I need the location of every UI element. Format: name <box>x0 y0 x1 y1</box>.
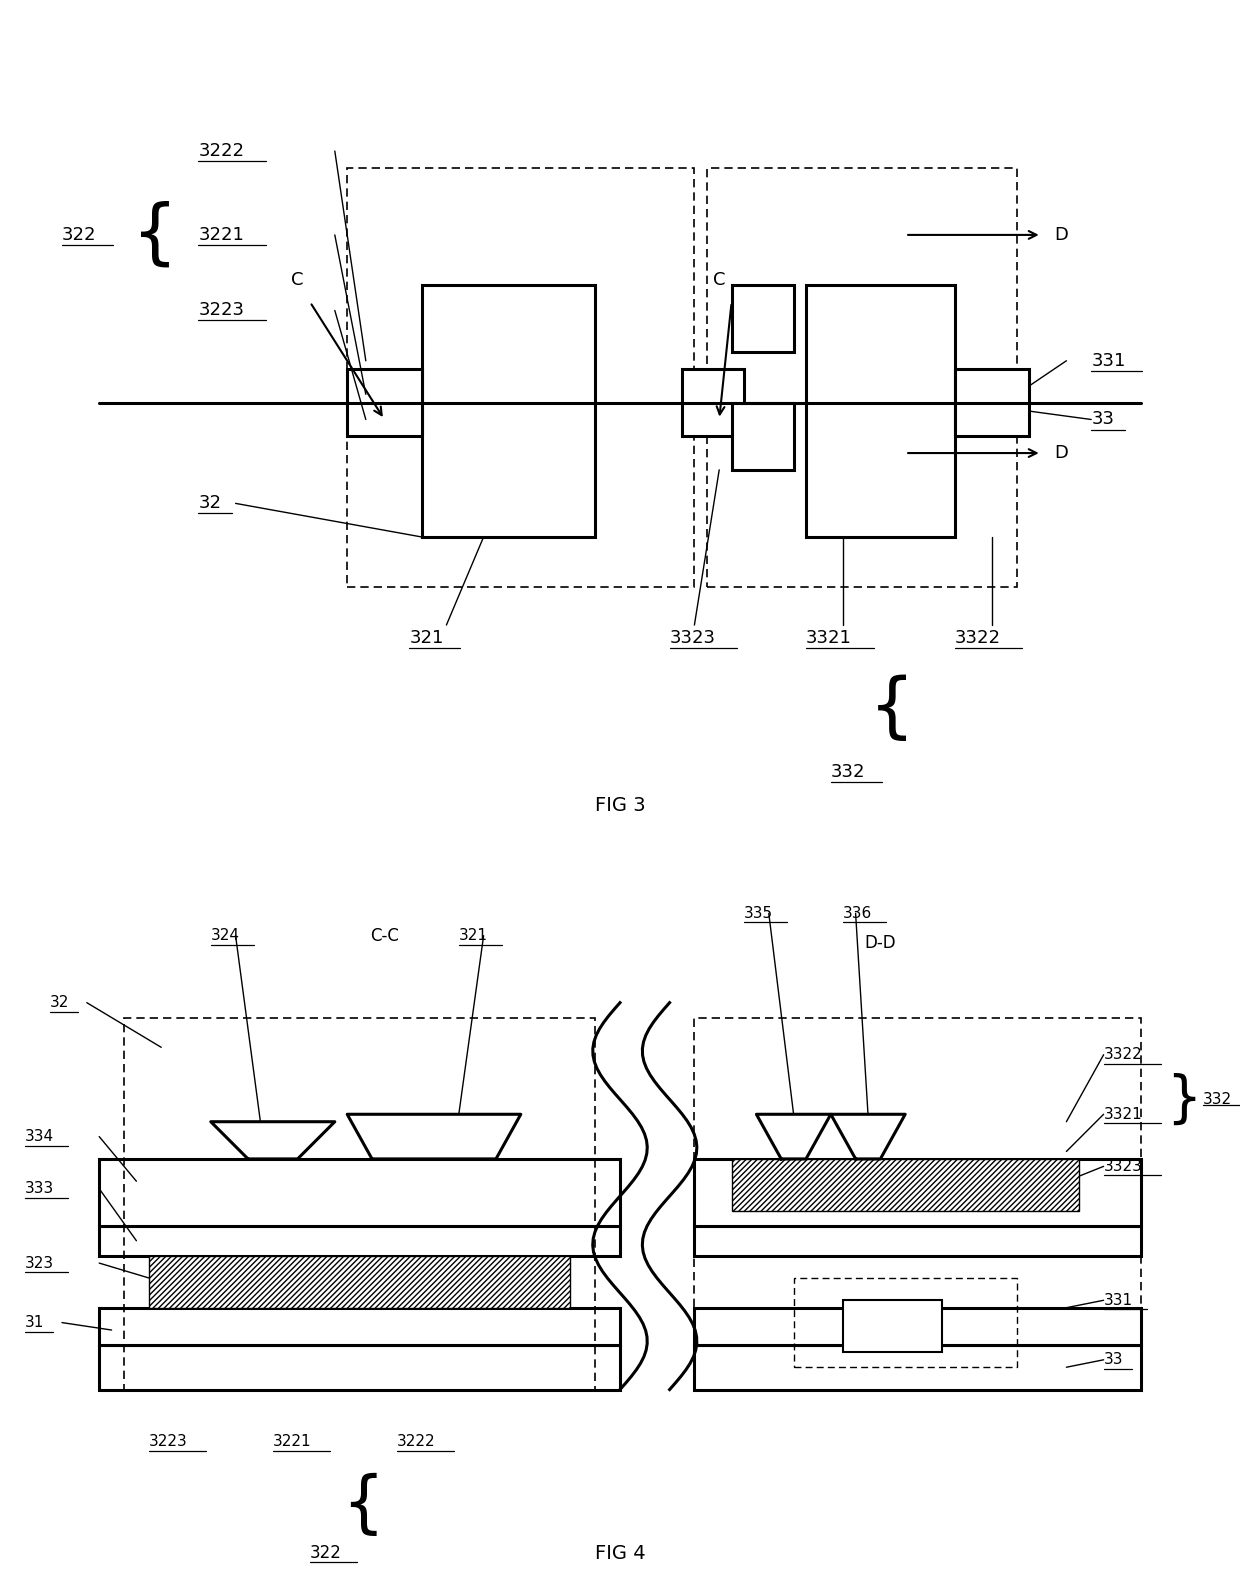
Text: D: D <box>1054 445 1068 462</box>
Text: 3321: 3321 <box>806 628 852 646</box>
Text: 3322: 3322 <box>955 628 1001 646</box>
Text: 323: 323 <box>25 1255 53 1271</box>
Text: C-C: C-C <box>370 926 399 945</box>
Text: }: } <box>852 670 897 739</box>
Bar <box>347 369 422 437</box>
Polygon shape <box>756 1114 831 1159</box>
Bar <box>707 168 1017 587</box>
Polygon shape <box>347 1114 521 1159</box>
Bar <box>347 168 694 587</box>
Bar <box>955 369 1029 437</box>
Text: FIG 4: FIG 4 <box>595 1543 645 1562</box>
Text: 333: 333 <box>25 1181 55 1197</box>
Text: 336: 336 <box>843 905 873 921</box>
Text: 32: 32 <box>198 494 222 513</box>
Text: 31: 31 <box>25 1315 45 1330</box>
Text: 3323: 3323 <box>1104 1159 1142 1175</box>
Bar <box>732 402 794 470</box>
Text: 332: 332 <box>1203 1092 1231 1107</box>
Text: 335: 335 <box>744 905 773 921</box>
Bar <box>99 1225 620 1255</box>
Text: 322: 322 <box>62 226 97 244</box>
Bar <box>124 1018 595 1390</box>
Text: FIG 3: FIG 3 <box>595 796 645 815</box>
Bar <box>694 1225 1141 1255</box>
Polygon shape <box>211 1122 335 1159</box>
Text: 331: 331 <box>1104 1293 1132 1308</box>
Text: 3221: 3221 <box>198 226 244 244</box>
Text: 324: 324 <box>211 928 239 943</box>
Text: 3223: 3223 <box>149 1434 187 1448</box>
Polygon shape <box>831 1114 905 1159</box>
Text: 3222: 3222 <box>397 1434 435 1448</box>
Text: 33: 33 <box>1104 1352 1123 1368</box>
Text: D: D <box>1054 226 1068 244</box>
Bar <box>422 285 595 537</box>
Bar <box>806 285 955 537</box>
Text: D-D: D-D <box>864 934 897 951</box>
Bar <box>732 285 794 353</box>
Text: 332: 332 <box>831 763 866 780</box>
Bar <box>694 1346 1141 1390</box>
Text: 334: 334 <box>25 1129 53 1145</box>
Text: 3222: 3222 <box>198 142 244 160</box>
Bar <box>843 1300 942 1352</box>
Bar <box>794 1277 1017 1368</box>
Bar <box>149 1255 570 1308</box>
Bar <box>682 369 744 437</box>
Text: C: C <box>291 271 304 290</box>
Text: 321: 321 <box>409 628 444 646</box>
Text: 32: 32 <box>50 996 69 1010</box>
Text: {: { <box>131 201 179 269</box>
Text: 3322: 3322 <box>1104 1048 1142 1062</box>
Text: 331: 331 <box>1091 351 1126 370</box>
Text: 322: 322 <box>310 1545 342 1562</box>
Bar <box>99 1159 620 1225</box>
Text: C: C <box>713 271 725 290</box>
Bar <box>732 1159 1079 1211</box>
Text: 3223: 3223 <box>198 301 244 320</box>
Bar <box>694 1159 1141 1225</box>
Bar <box>99 1308 620 1346</box>
Text: }: } <box>1167 1072 1202 1127</box>
Bar <box>694 1018 1141 1390</box>
Text: 3221: 3221 <box>273 1434 311 1448</box>
Text: 3323: 3323 <box>670 628 715 646</box>
Text: }: } <box>326 1467 368 1534</box>
Text: 321: 321 <box>459 928 487 943</box>
Bar <box>694 1308 1141 1346</box>
Text: 3321: 3321 <box>1104 1107 1142 1122</box>
Bar <box>99 1346 620 1390</box>
Text: 33: 33 <box>1091 410 1115 429</box>
